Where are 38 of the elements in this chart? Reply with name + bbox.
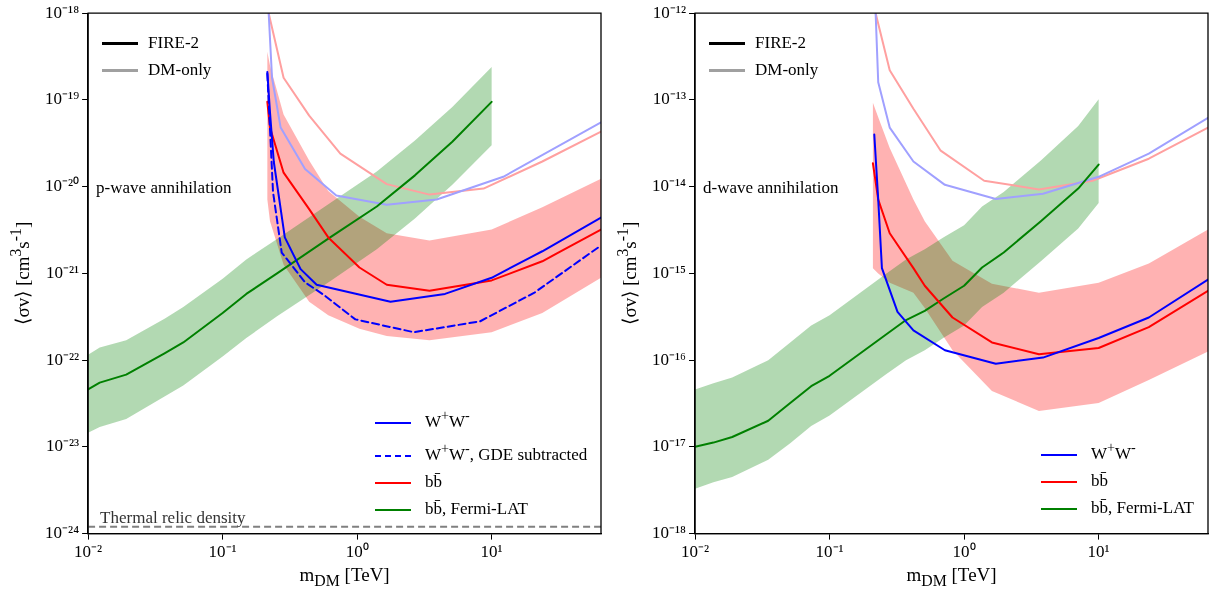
annotation: d-wave annihilation: [703, 177, 840, 197]
y-tick-label: 10⁻¹⁸: [651, 523, 687, 543]
annotation: DM-only: [148, 60, 212, 80]
y-tick-label: 10⁻¹⁷: [651, 436, 687, 456]
x-axis-title: m$_{DM}$ [TeV]: [906, 563, 997, 590]
y-tick-label: 10⁻²¹: [45, 262, 80, 282]
y-tick-label: 10⁻²²: [45, 349, 80, 369]
legend-label: bb̄: [1091, 471, 1108, 491]
legend-label: bb̄, Fermi-LAT: [1091, 498, 1194, 518]
legend-label: W$^{+}$W$^{-}$, GDE subtracted: [425, 440, 588, 464]
annotation: p-wave annihilation: [96, 177, 233, 197]
x-tick-label: 10⁻¹: [208, 542, 237, 562]
y-tick-label: 10⁻¹⁵: [651, 262, 687, 282]
y-tick-label: 10⁻¹⁸: [45, 2, 80, 22]
y-tick-label: 10⁻¹⁹: [45, 89, 80, 109]
legend-label: W$^{+}$W$^{-}$: [1091, 439, 1136, 464]
annotation: FIRE-2: [148, 33, 200, 53]
y-tick-label: 10⁻²⁰: [44, 176, 80, 196]
y-tick-label: 10⁻¹⁶: [651, 349, 687, 369]
annotation: FIRE-2: [755, 33, 807, 53]
x-tick-label: 10⁻²: [74, 542, 103, 562]
y-tick-label: 10⁻¹³: [652, 89, 687, 109]
y-tick-label: 10⁻¹⁴: [651, 176, 687, 196]
x-tick-label: 10⁻²: [680, 542, 710, 562]
y-tick-label: 10⁻²⁴: [45, 523, 80, 543]
x-tick-label: 10¹: [480, 542, 503, 562]
x-tick-label: 10⁰: [952, 542, 976, 562]
legend-label: bb̄: [425, 471, 442, 491]
x-tick-label: 10⁰: [345, 542, 369, 562]
x-tick-label: 10⁻¹: [815, 542, 844, 562]
x-axis-title: m$_{DM}$ [TeV]: [299, 563, 390, 590]
y-tick-label: 10⁻²³: [45, 436, 80, 456]
annotation: DM-only: [755, 60, 819, 80]
ref-line-label: Thermal relic density: [100, 507, 246, 527]
legend-label: bb̄, Fermi-LAT: [425, 498, 528, 518]
x-tick-label: 10¹: [1087, 542, 1110, 562]
y-tick-label: 10⁻¹²: [652, 2, 687, 22]
legend-label: W$^{+}$W$^{-}$: [425, 407, 470, 432]
